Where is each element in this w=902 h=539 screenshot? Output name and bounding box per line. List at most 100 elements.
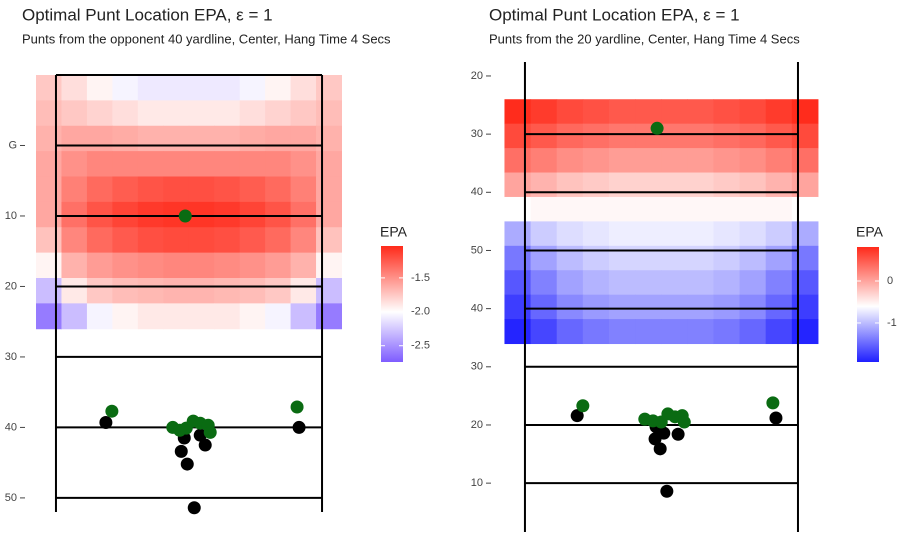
heatmap-cell	[608, 123, 636, 149]
heatmap-cell	[112, 125, 139, 152]
heatmap-cell	[214, 151, 241, 177]
heatmap-cell	[765, 294, 793, 320]
heatmap-cell	[61, 303, 88, 330]
heatmap-cell	[504, 123, 532, 149]
heatmap-cell	[188, 303, 215, 330]
y-tick-label: 40	[5, 421, 17, 433]
heatmap-cell	[163, 227, 190, 254]
heatmap-cell	[504, 221, 532, 247]
heatmap-cell	[504, 172, 532, 198]
heatmap-cell	[290, 277, 317, 304]
heatmap-cell	[582, 270, 610, 296]
heatmap-cell	[290, 252, 317, 279]
heatmap-cell	[687, 172, 714, 198]
heatmap-cell	[316, 227, 343, 254]
point	[648, 432, 662, 446]
y-tick-label: G	[8, 139, 17, 151]
heatmap-cell	[713, 123, 741, 149]
heatmap-cell	[739, 172, 767, 198]
heatmap-cell	[530, 172, 558, 198]
heatmap-cell	[239, 303, 266, 330]
chart-title: Optimal Punt Location EPA, ε = 1	[22, 5, 273, 24]
heatmap-cell	[36, 303, 62, 330]
point	[677, 415, 691, 429]
heatmap-cell	[661, 196, 688, 222]
heatmap-cell	[687, 319, 714, 345]
heatmap-cell	[713, 148, 741, 174]
heatmap-cell	[188, 277, 215, 304]
heatmap-cell	[791, 99, 819, 125]
colorbar	[857, 247, 879, 362]
heatmap-cell	[556, 148, 584, 174]
heatmap-cell	[504, 196, 532, 222]
heatmap-cell	[239, 100, 266, 127]
heatmap-cell	[713, 221, 741, 247]
point	[292, 420, 306, 434]
y-tick-label: 10	[5, 210, 17, 222]
heatmap-cell	[530, 99, 558, 125]
heatmap-cell	[316, 176, 343, 203]
heatmap-cell	[137, 252, 164, 279]
heatmap-cell	[765, 148, 793, 174]
heatmap-cell	[112, 303, 139, 330]
heatmap-cell	[608, 221, 636, 247]
heatmap-cell	[556, 294, 584, 320]
heatmap-cell	[316, 151, 343, 177]
heatmap-cell	[61, 100, 88, 127]
heatmap-cell	[556, 99, 584, 125]
heatmap-cell	[635, 196, 662, 222]
heatmap-cell	[265, 201, 292, 228]
heatmap-cell	[265, 277, 292, 304]
heatmap-cell	[265, 75, 292, 101]
heatmap-cell	[687, 148, 714, 174]
point	[203, 425, 217, 439]
heatmap-cell	[86, 303, 113, 330]
point	[290, 400, 304, 414]
heatmap-cell	[765, 196, 793, 222]
heatmap-cell	[36, 100, 62, 127]
heatmap-cell	[316, 75, 343, 101]
heatmap-cell	[290, 125, 317, 152]
heatmap-cell	[661, 319, 688, 345]
heatmap-cell	[504, 99, 532, 125]
point	[766, 396, 780, 410]
heatmap-cell	[635, 294, 662, 320]
heatmap-cell	[112, 176, 139, 203]
heatmap-cell	[739, 294, 767, 320]
heatmap-cell	[791, 123, 819, 149]
heatmap-cell	[188, 75, 215, 101]
heatmap-cell	[137, 75, 164, 101]
heatmap-cell	[137, 151, 164, 177]
heatmap-cell	[36, 75, 62, 101]
heatmap-cell	[713, 99, 741, 125]
heatmap-cell	[265, 227, 292, 254]
y-tick-label: 20	[471, 419, 483, 431]
heatmap-cell	[687, 196, 714, 222]
heatmap-cell	[61, 125, 88, 152]
heatmap-cell	[163, 277, 190, 304]
heatmap-cell	[739, 99, 767, 125]
heatmap-cell	[316, 252, 343, 279]
chart-title: Optimal Punt Location EPA, ε = 1	[489, 5, 740, 24]
heatmap-cell	[86, 100, 113, 127]
heatmap-cell	[530, 123, 558, 149]
heatmap-cell	[713, 196, 741, 222]
heatmap-cell	[112, 227, 139, 254]
heatmap-cell	[556, 221, 584, 247]
heatmap-cell	[239, 201, 266, 228]
heatmap-cell	[265, 176, 292, 203]
heatmap-cell	[265, 125, 292, 152]
heatmap-cell	[61, 227, 88, 254]
y-tick-label: 50	[471, 244, 483, 256]
heatmap-cell	[739, 148, 767, 174]
colorbar-tick-label: -2.5	[411, 340, 430, 352]
heatmap-cell	[739, 270, 767, 296]
heatmap-cell	[36, 151, 62, 177]
heatmap-cell	[316, 303, 343, 330]
heatmap-cell	[36, 252, 62, 279]
y-tick-label: 30	[5, 351, 17, 363]
point	[105, 404, 119, 418]
heatmap-cell	[86, 277, 113, 304]
heatmap-cell	[713, 294, 741, 320]
